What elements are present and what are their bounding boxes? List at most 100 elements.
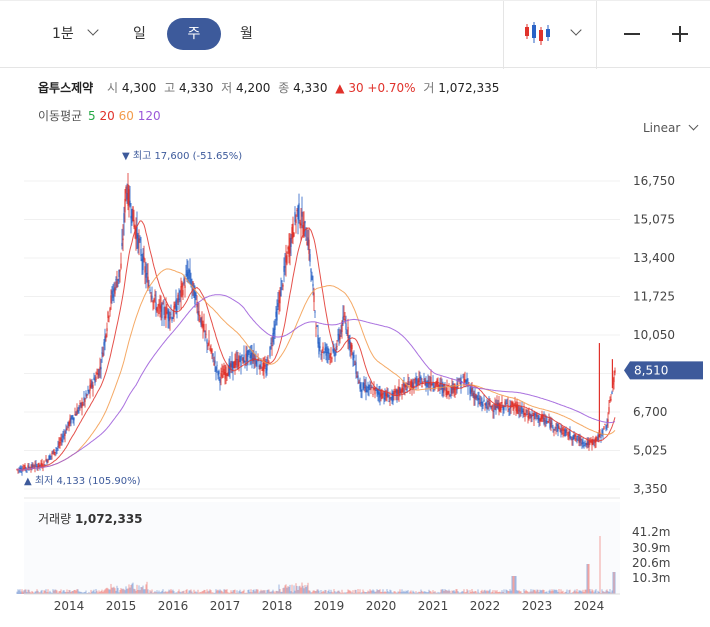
candle-body — [219, 379, 221, 383]
candle-body — [377, 389, 379, 395]
volume-bar — [124, 590, 126, 594]
volume-bar — [374, 591, 376, 594]
candle-body — [131, 209, 133, 223]
candle-body — [168, 311, 170, 322]
volume-bar — [55, 589, 57, 594]
volume-bar — [67, 592, 69, 594]
volume-bar — [162, 589, 164, 594]
volume-bar — [562, 590, 564, 594]
volume-bar — [531, 591, 533, 594]
chart-type-chevron-down-icon[interactable] — [570, 24, 582, 36]
candle-body — [293, 232, 295, 237]
volume-bar — [35, 591, 37, 594]
candle-body — [580, 439, 582, 441]
candle-body — [72, 417, 74, 420]
volume-bar — [299, 585, 301, 594]
candle-body — [263, 362, 265, 372]
candle-body — [406, 388, 408, 392]
candle-body — [494, 403, 496, 410]
volume-bar — [167, 591, 169, 594]
candle-body — [158, 303, 160, 306]
candle-body — [359, 384, 361, 389]
moving-average-legend[interactable]: 이동평균 5 20 60 120 — [38, 107, 161, 124]
candle-body — [464, 379, 466, 383]
volume-bar — [356, 592, 358, 594]
candle-body — [442, 385, 444, 394]
volume-bar — [34, 591, 36, 594]
volume-bar — [246, 592, 248, 594]
interval-selector[interactable]: 1분 — [52, 26, 74, 42]
x-tick-label: 2019 — [314, 599, 345, 613]
candle-body — [50, 455, 52, 457]
volume-bar — [40, 590, 42, 594]
volume-bar — [478, 592, 480, 594]
candle-body — [511, 401, 513, 405]
candle-body — [20, 467, 22, 471]
candle-body — [367, 386, 369, 389]
candle-body — [309, 254, 311, 262]
candle-body — [384, 391, 386, 401]
candle-body — [213, 363, 215, 365]
volume-bar — [137, 589, 139, 594]
volume-bar — [247, 589, 249, 594]
volume-bar — [237, 592, 239, 594]
current-price-label: 8,510 — [634, 363, 668, 377]
volume-bar — [99, 591, 101, 594]
volume-bar — [475, 591, 477, 594]
candle-body — [456, 383, 458, 391]
scale-chevron-down-icon[interactable] — [688, 120, 699, 131]
price-chart[interactable]: 16,75015,07513,40011,72510,0508,3756,700… — [0, 140, 710, 627]
candle-body — [575, 438, 577, 440]
tab-day[interactable]: 일 — [133, 26, 146, 42]
volume-bar — [320, 590, 322, 594]
volume-bar — [204, 590, 206, 594]
candle-body — [610, 399, 612, 401]
volume-bar — [447, 590, 449, 594]
candle-body — [81, 402, 83, 408]
candle-body — [106, 328, 108, 332]
zoom-in-icon-stem[interactable] — [679, 26, 681, 42]
candle-body — [571, 439, 573, 441]
volume-bar — [152, 592, 154, 594]
candle-body — [266, 363, 268, 371]
volume-bar — [380, 591, 382, 594]
volume-bar — [42, 592, 44, 594]
zoom-out-icon[interactable] — [624, 33, 640, 35]
candle-body — [147, 276, 149, 290]
candle-body — [34, 464, 36, 468]
candle-body — [501, 402, 503, 404]
volume-bar — [287, 586, 289, 594]
volume-bar — [314, 590, 316, 594]
volume-bar — [263, 590, 265, 594]
candle-body — [419, 377, 421, 378]
volume-bar — [494, 590, 496, 594]
candlestick-icon[interactable] — [523, 21, 551, 47]
ma-5: 5 — [88, 109, 96, 123]
candle-body — [482, 404, 484, 407]
volume-bar — [242, 590, 244, 594]
volume-bar — [554, 590, 556, 594]
tab-week[interactable]: 주 — [167, 18, 221, 50]
candle-body — [192, 281, 194, 285]
candle-body — [306, 241, 308, 246]
candle-body — [87, 390, 89, 391]
candle-body — [409, 387, 411, 391]
volume-bar — [184, 592, 186, 594]
candle-body — [600, 437, 602, 438]
interval-chevron-down-icon[interactable] — [87, 24, 99, 36]
candle-body — [408, 384, 410, 386]
candle-body — [200, 317, 202, 325]
candle-body — [296, 209, 298, 212]
volume-bar — [358, 592, 360, 594]
ma-20: 20 — [99, 109, 115, 123]
candle-body — [584, 441, 586, 442]
tab-month[interactable]: 월 — [240, 26, 253, 42]
candle-body — [346, 333, 348, 335]
volume-bar — [218, 590, 220, 594]
volume-bar — [293, 585, 295, 594]
scale-selector[interactable]: Linear — [643, 120, 699, 135]
candle-body — [319, 346, 321, 349]
volume-bar — [551, 589, 553, 594]
volume-bar — [577, 592, 579, 594]
volume-bar — [568, 590, 570, 594]
